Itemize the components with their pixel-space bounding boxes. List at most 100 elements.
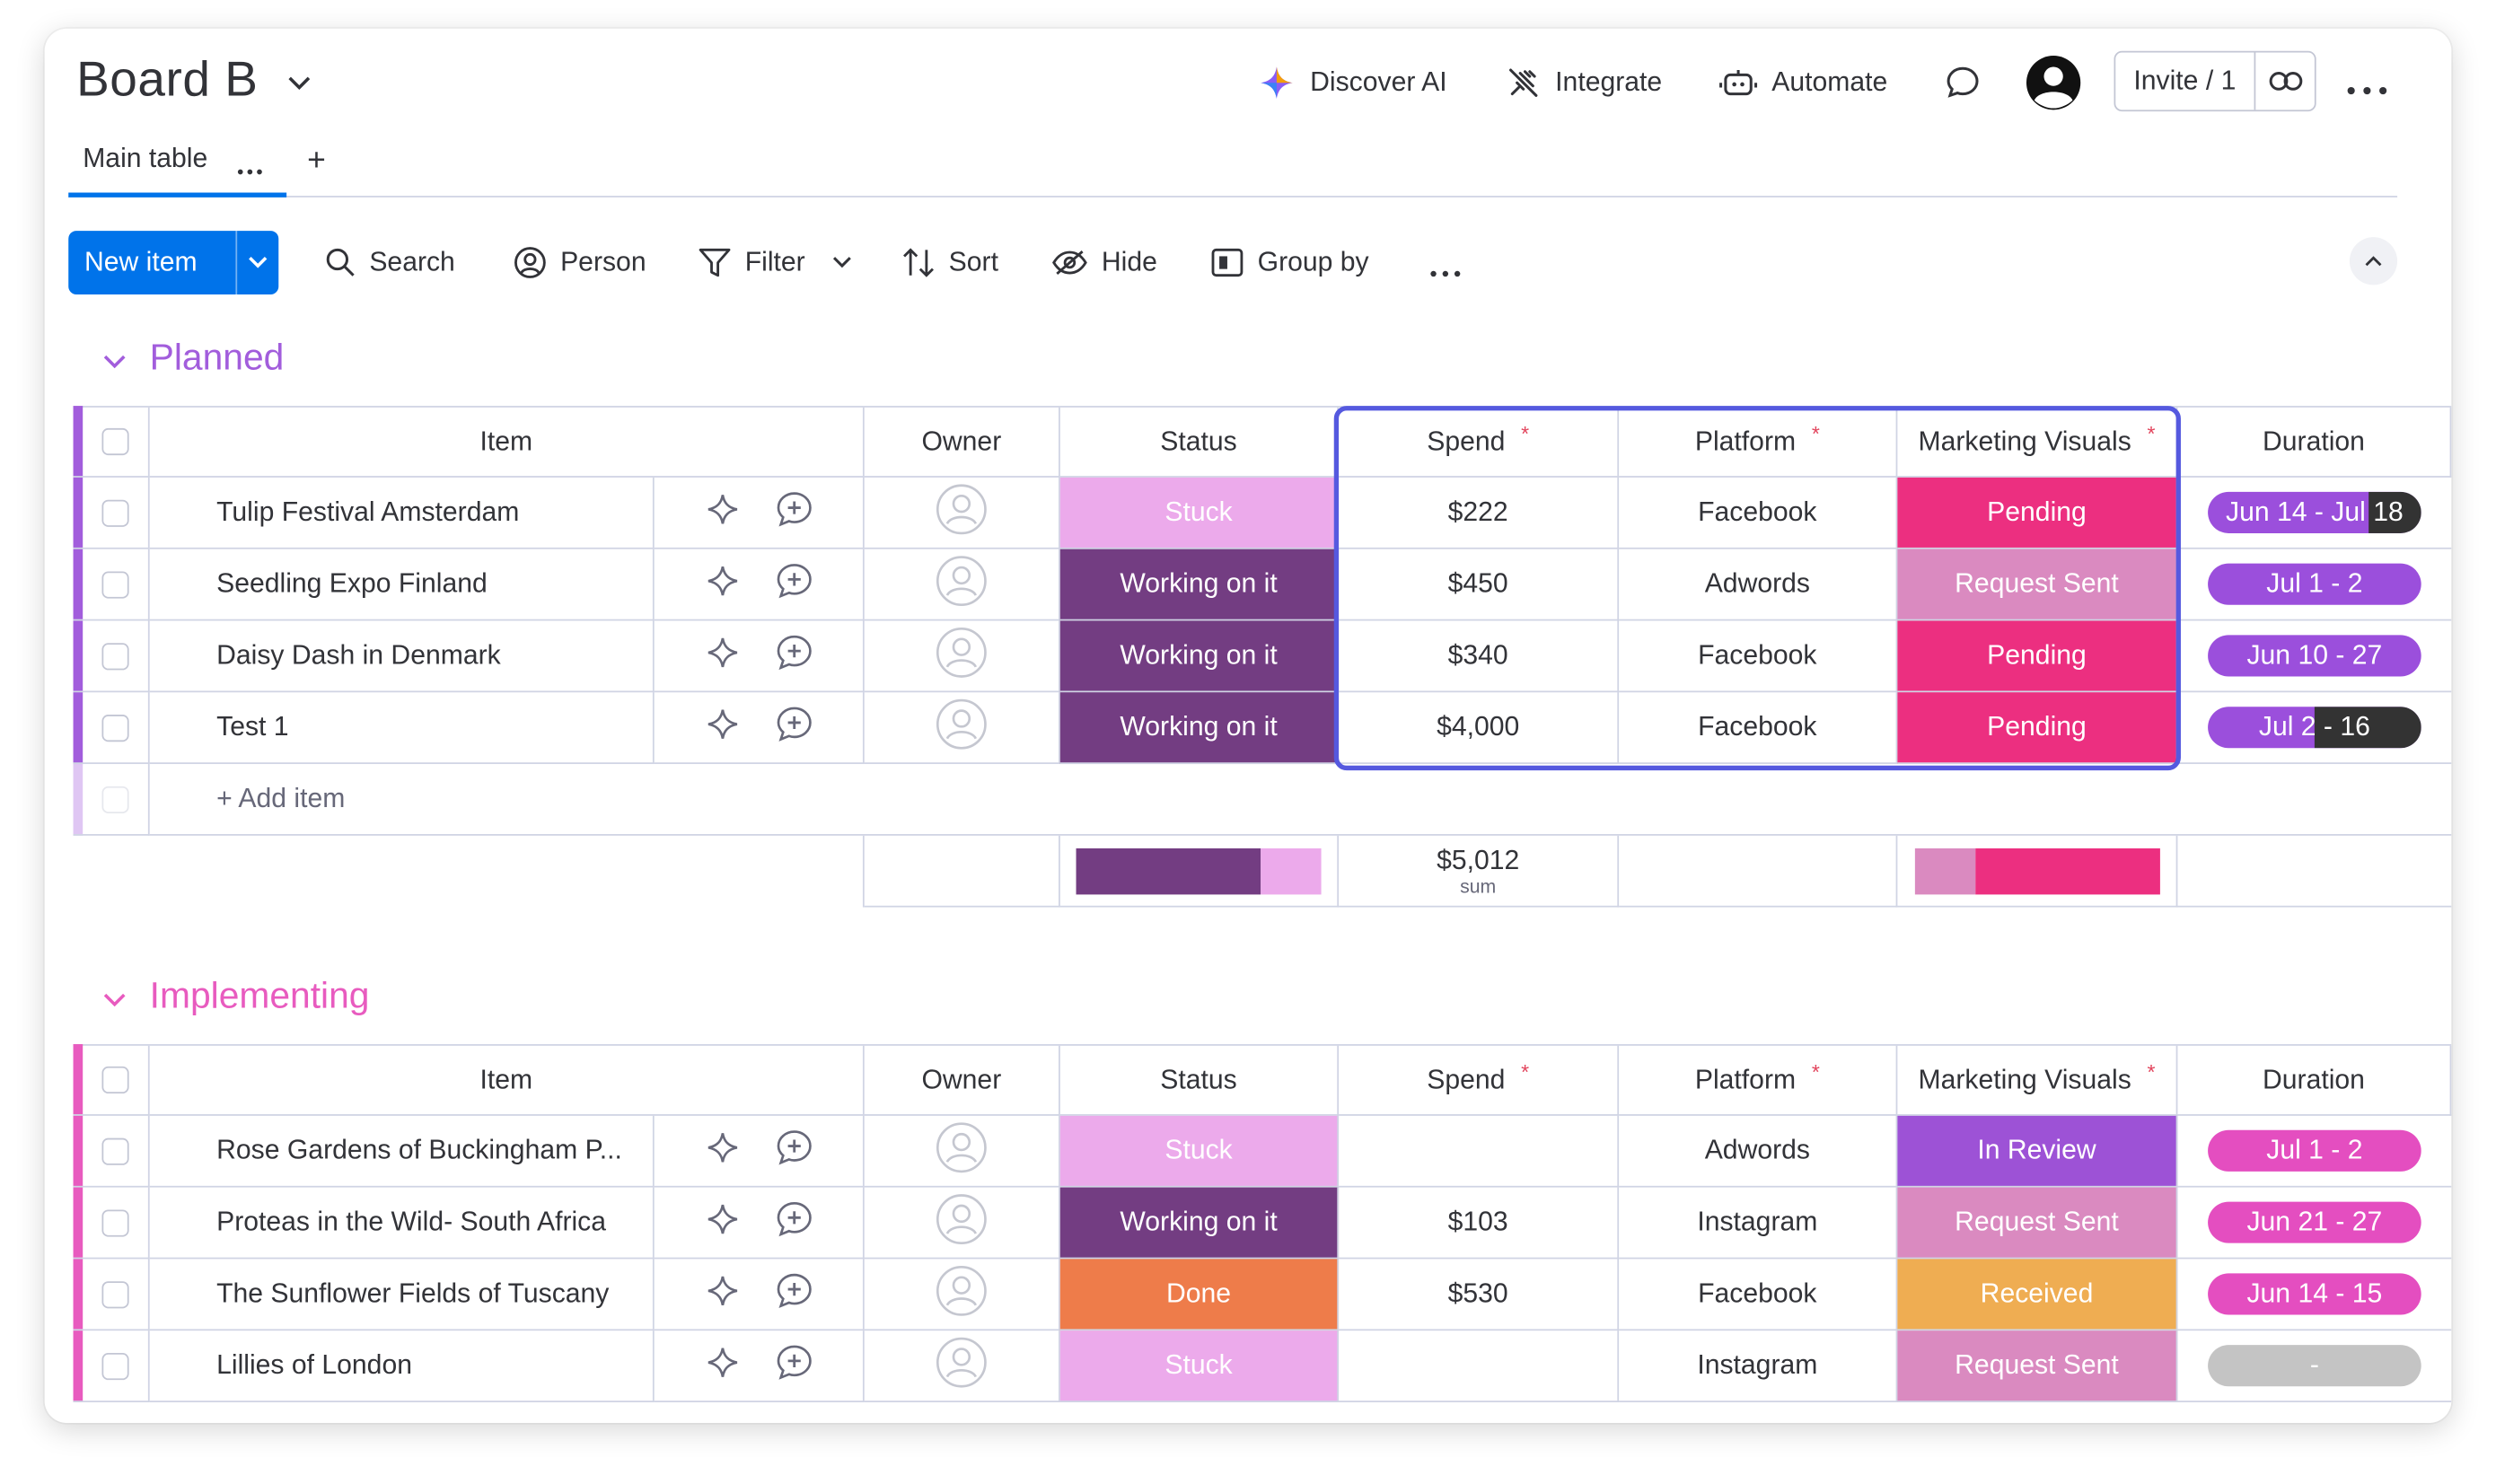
item-name-cell[interactable]: Test 1 <box>149 692 655 765</box>
duration-pill[interactable]: Jun 21 - 27 <box>2208 1201 2421 1243</box>
collapse-header-button[interactable] <box>2349 237 2398 285</box>
marketing-visuals-cell[interactable]: Request Sent <box>1897 1187 2178 1260</box>
owner-cell[interactable] <box>864 620 1060 693</box>
sparkle-icon[interactable] <box>705 1272 740 1315</box>
chevron-down-icon[interactable] <box>101 336 127 379</box>
platform-cell[interactable]: Adwords <box>1619 549 1898 621</box>
row-checkbox[interactable] <box>101 1208 129 1236</box>
visuals-summary-cell[interactable] <box>1897 835 2178 908</box>
marketing-visuals-cell[interactable]: In Review <box>1897 1115 2178 1188</box>
marketing-visuals-cell[interactable]: Received <box>1897 1259 2178 1331</box>
avatar[interactable] <box>2025 54 2082 119</box>
duration-pill[interactable]: Jun 14 - Jul 18 <box>2208 491 2421 533</box>
column-header-owner[interactable]: Owner <box>864 1045 1060 1116</box>
column-header-duration[interactable]: Duration <box>2177 1045 2452 1116</box>
duration-cell[interactable]: Jul 1 - 2 <box>2177 549 2452 621</box>
add-update-icon[interactable] <box>775 1271 813 1317</box>
add-update-icon[interactable] <box>775 1128 813 1173</box>
spend-cell[interactable]: $340 <box>1339 620 1620 693</box>
owner-cell[interactable] <box>864 549 1060 621</box>
marketing-visuals-cell[interactable]: Pending <box>1897 477 2178 549</box>
chevron-down-icon[interactable] <box>272 51 313 109</box>
invite-button[interactable]: Invite / 1 <box>2115 52 2256 110</box>
column-header-duration[interactable]: Duration <box>2177 407 2452 478</box>
sparkle-icon[interactable] <box>705 635 740 678</box>
column-header-spend[interactable]: Spend * <box>1339 1045 1620 1116</box>
item-name-cell[interactable]: Tulip Festival Amsterdam <box>149 477 655 549</box>
select-all-checkbox[interactable] <box>101 427 129 456</box>
spend-cell[interactable]: $222 <box>1339 477 1620 549</box>
status-cell[interactable]: Done <box>1059 1259 1340 1331</box>
duration-cell[interactable]: Jun 21 - 27 <box>2177 1188 2452 1260</box>
status-cell[interactable]: Stuck <box>1059 1330 1340 1402</box>
column-header-item[interactable]: Item <box>149 407 865 478</box>
marketing-visuals-cell[interactable]: Request Sent <box>1897 1330 2178 1402</box>
column-header-owner[interactable]: Owner <box>864 407 1060 478</box>
row-checkbox[interactable] <box>101 570 129 598</box>
chevron-down-icon[interactable] <box>101 974 127 1017</box>
spend-cell[interactable] <box>1339 1330 1620 1402</box>
group-title-implementing[interactable]: Implementing <box>101 974 369 1017</box>
board-title[interactable]: Board B <box>76 51 313 109</box>
toolbar-more-icon[interactable] <box>1429 258 1461 286</box>
add-item-checkbox[interactable] <box>101 785 129 813</box>
platform-cell[interactable]: Facebook <box>1619 692 1898 765</box>
duration-cell[interactable]: Jun 14 - Jul 18 <box>2177 478 2452 549</box>
sparkle-icon[interactable] <box>705 1129 740 1172</box>
more-options-icon[interactable] <box>2346 76 2387 105</box>
add-update-icon[interactable] <box>775 561 813 607</box>
duration-pill[interactable]: Jul 1 - 2 <box>2208 563 2421 605</box>
duration-cell[interactable]: Jun 10 - 27 <box>2177 620 2452 693</box>
platform-cell[interactable]: Instagram <box>1619 1330 1898 1402</box>
duration-pill[interactable]: Jun 10 - 27 <box>2208 635 2421 677</box>
duration-cell[interactable]: - <box>2177 1330 2452 1402</box>
hide-button[interactable]: Hide <box>1050 243 1157 282</box>
add-update-icon[interactable] <box>775 489 813 535</box>
platform-cell[interactable]: Adwords <box>1619 1115 1898 1188</box>
group-title-planned[interactable]: Planned <box>101 336 284 379</box>
spend-cell[interactable] <box>1339 1115 1620 1188</box>
column-header-visuals[interactable]: Marketing Visuals * <box>1897 407 2178 478</box>
copy-link-icon[interactable] <box>2255 70 2315 92</box>
column-header-spend[interactable]: Spend * <box>1339 407 1620 478</box>
add-update-icon[interactable] <box>775 1342 813 1388</box>
add-update-icon[interactable] <box>775 633 813 679</box>
owner-cell[interactable] <box>864 1330 1060 1402</box>
status-cell[interactable]: Working on it <box>1059 549 1340 621</box>
status-summary-cell[interactable] <box>1059 835 1340 908</box>
duration-pill[interactable]: Jul 1 - 2 <box>2208 1129 2421 1172</box>
row-checkbox[interactable] <box>101 1352 129 1380</box>
discover-ai-button[interactable]: Discover AI <box>1258 64 1447 102</box>
tab-main-table[interactable]: Main table <box>83 144 207 175</box>
group-by-button[interactable]: Group by <box>1209 243 1369 282</box>
sparkle-icon[interactable] <box>705 1201 740 1244</box>
column-header-item[interactable]: Item <box>149 1045 865 1116</box>
new-item-button[interactable]: New item <box>68 231 279 294</box>
duration-cell[interactable]: Jul 1 - 2 <box>2177 1116 2452 1188</box>
platform-cell[interactable]: Facebook <box>1619 620 1898 693</box>
filter-dropdown-icon[interactable] <box>831 255 853 271</box>
updates-icon[interactable] <box>1946 66 1981 109</box>
row-checkbox[interactable] <box>101 1137 129 1164</box>
status-cell[interactable]: Working on it <box>1059 692 1340 765</box>
status-cell[interactable]: Working on it <box>1059 620 1340 693</box>
item-name-cell[interactable]: Seedling Expo Finland <box>149 549 655 621</box>
item-name-cell[interactable]: Daisy Dash in Denmark <box>149 620 655 693</box>
column-header-platform[interactable]: Platform * <box>1619 1045 1898 1116</box>
sparkle-icon[interactable] <box>705 1344 740 1387</box>
status-cell[interactable]: Stuck <box>1059 477 1340 549</box>
sparkle-icon[interactable] <box>705 491 740 534</box>
filter-button[interactable]: Filter <box>698 243 853 282</box>
spend-cell[interactable]: $530 <box>1339 1259 1620 1331</box>
duration-pill[interactable]: Jun 14 - 15 <box>2208 1273 2421 1315</box>
column-header-status[interactable]: Status <box>1059 407 1340 478</box>
platform-cell[interactable]: Instagram <box>1619 1187 1898 1260</box>
column-header-platform[interactable]: Platform * <box>1619 407 1898 478</box>
spend-cell[interactable]: $4,000 <box>1339 692 1620 765</box>
row-checkbox[interactable] <box>101 714 129 742</box>
sparkle-icon[interactable] <box>705 706 740 749</box>
duration-pill[interactable]: Jul 2 - 16 <box>2208 707 2421 749</box>
spend-cell[interactable]: $103 <box>1339 1187 1620 1260</box>
select-all-checkbox[interactable] <box>101 1066 129 1094</box>
owner-cell[interactable] <box>864 1259 1060 1331</box>
